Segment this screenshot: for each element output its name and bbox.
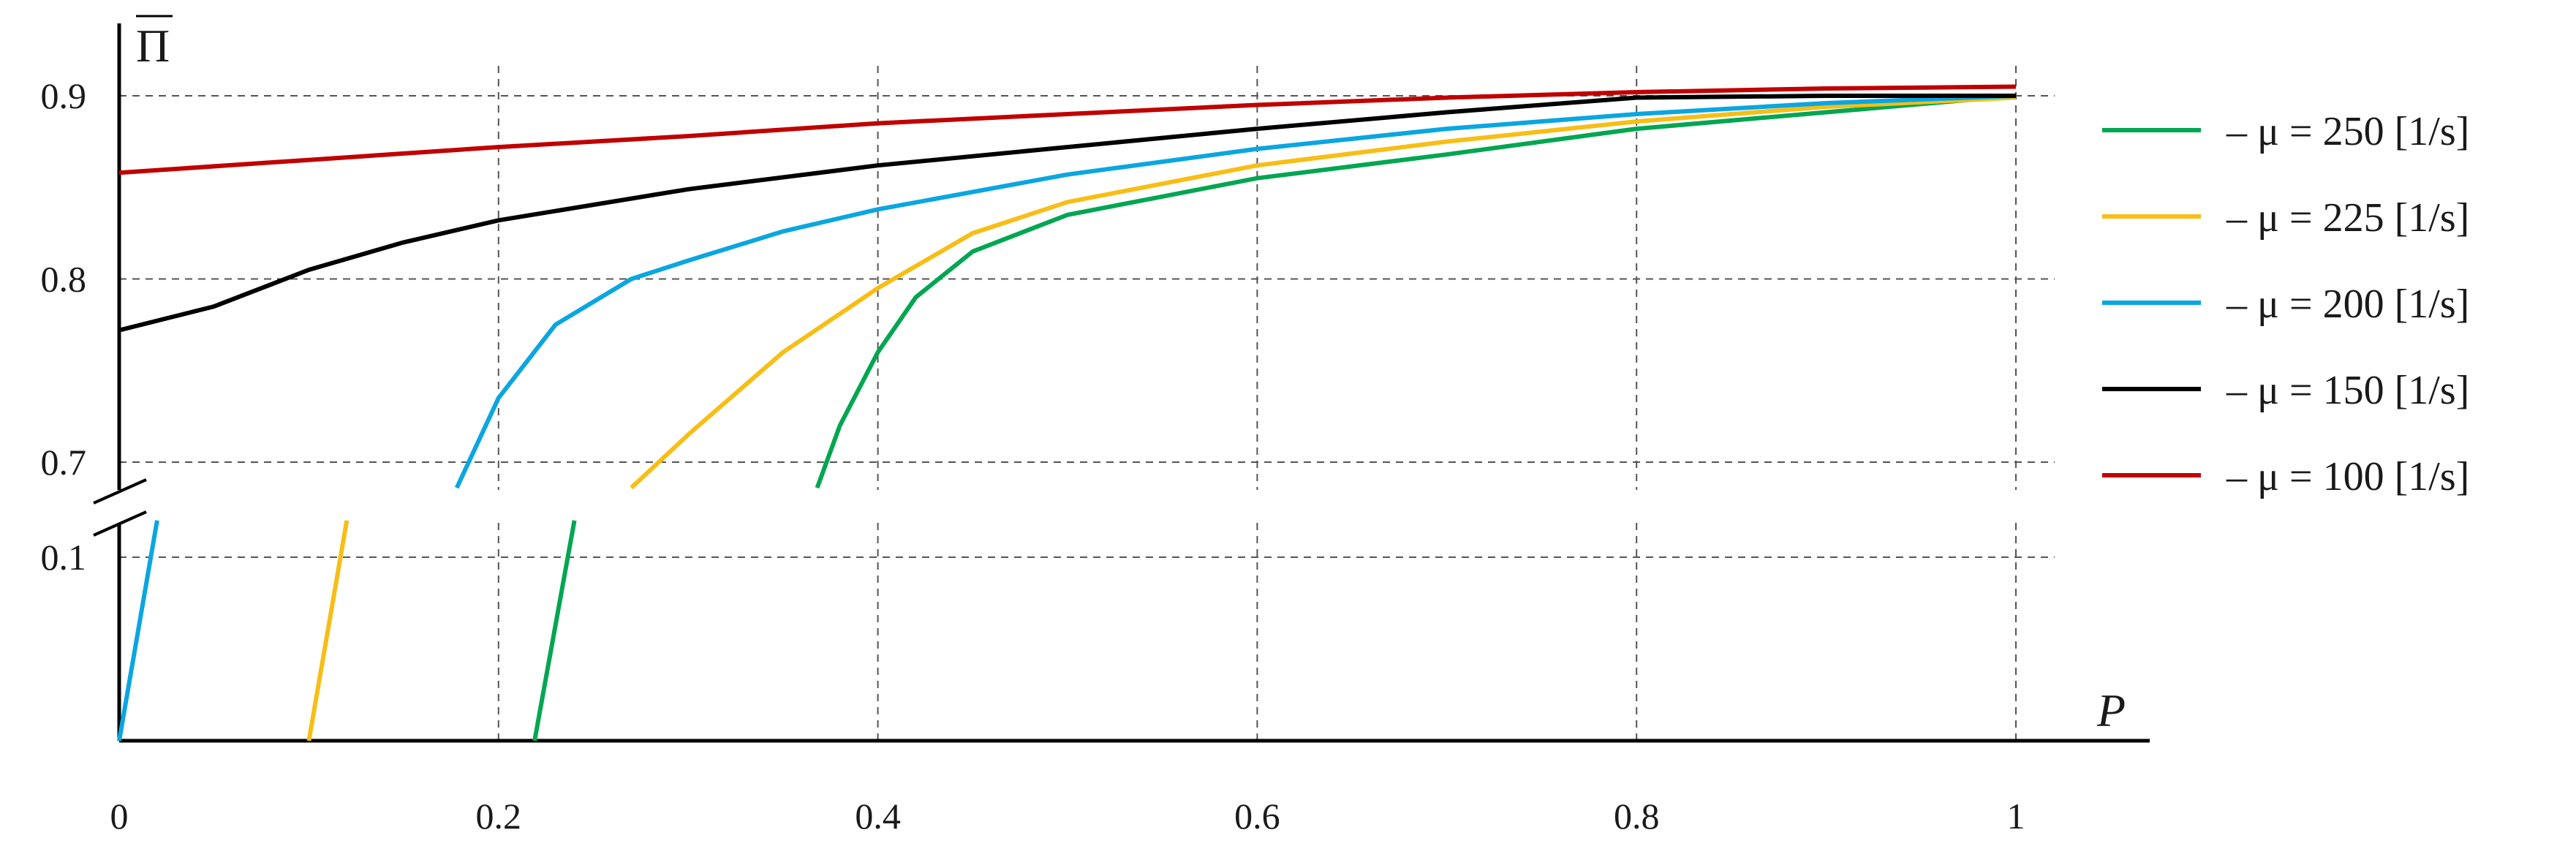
axis-break-mark-lower [93, 510, 147, 537]
legend-label-0: – μ = 250 [1/s] [2226, 109, 2469, 154]
x-tick-label: 0 [110, 796, 129, 837]
legend-label-3: – μ = 150 [1/s] [2226, 368, 2469, 413]
series-line-lower-1 [306, 520, 350, 741]
x-tick-label: 0.6 [1234, 796, 1280, 837]
y-tick-label: 0.1 [41, 537, 87, 578]
series-line-lower-0 [532, 520, 577, 741]
series-line-upper-3 [118, 94, 2016, 333]
x-tick-label: 0.4 [855, 796, 901, 837]
legend-label-1: – μ = 225 [1/s] [2226, 195, 2469, 241]
series-line-lower-2 [117, 520, 159, 741]
x-tick-label: 0.8 [1614, 796, 1660, 837]
tick-labels: 0 0.2 0.4 0.6 0.8 1 0.7 0.8 0.9 0.1 Π P [41, 15, 2126, 837]
x-tick-label: 1 [2007, 796, 2025, 837]
legend-label-4: – μ = 100 [1/s] [2226, 454, 2469, 499]
y-axis-title: Π [136, 20, 170, 72]
series-line-upper-2 [454, 94, 2017, 489]
legend-label-2: – μ = 200 [1/s] [2226, 282, 2469, 327]
y-tick-label: 0.7 [41, 442, 87, 483]
series-lines [117, 84, 2017, 741]
series-line-upper-4 [118, 84, 2017, 175]
series-line-upper-1 [630, 95, 2017, 490]
x-tick-label: 0.2 [476, 796, 522, 837]
legend: – μ = 250 [1/s] – μ = 225 [1/s] – μ = 200 … [2102, 109, 2469, 499]
y-tick-label: 0.8 [41, 259, 87, 300]
axes [93, 23, 2150, 743]
x-axis-title: P [2096, 684, 2126, 736]
series-line-upper-0 [815, 94, 2017, 489]
axis-break-mark-upper [93, 478, 147, 505]
grid [119, 66, 2055, 741]
y-tick-label: 0.9 [41, 75, 87, 116]
